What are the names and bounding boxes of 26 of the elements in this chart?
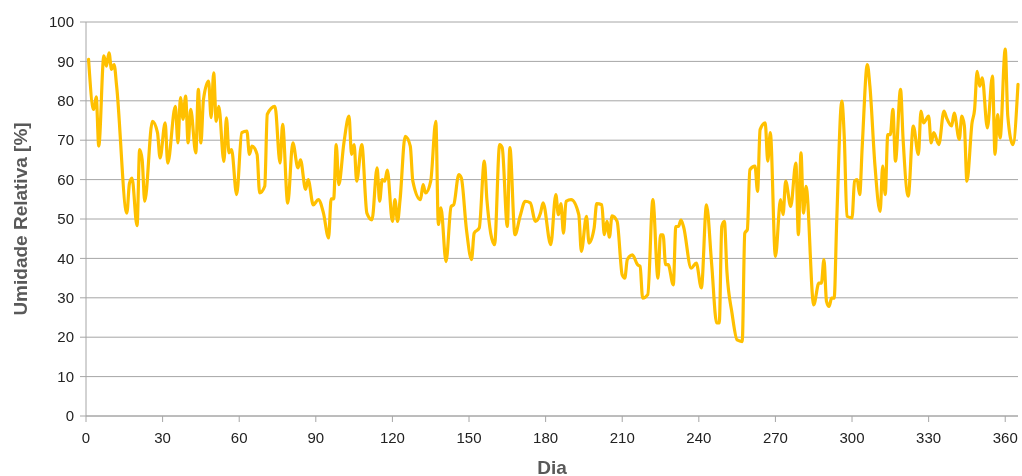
x-tick-label: 120: [379, 429, 405, 446]
y-tick-label: 90: [57, 52, 74, 70]
x-tick-label: 0: [81, 429, 91, 446]
y-tick-label: 50: [57, 210, 74, 228]
x-tick-label: 360: [992, 429, 1018, 446]
y-tick-label: 20: [57, 328, 74, 346]
y-tick-label: 100: [48, 13, 74, 31]
y-tick-label: 60: [57, 170, 74, 188]
x-tick-label: 150: [456, 429, 482, 446]
y-tick-label: 40: [57, 249, 74, 267]
y-tick-label: 30: [57, 289, 74, 307]
x-tick-label: 180: [533, 429, 559, 446]
y-tick-label: 80: [57, 92, 74, 110]
y-tick-label: 0: [65, 407, 74, 425]
x-tick-label: 90: [307, 429, 325, 446]
y-tick-label: 70: [57, 131, 74, 149]
x-tick-label: 30: [154, 429, 171, 446]
y-axis-title: Umidade Relativa [%]: [10, 122, 31, 316]
x-tick-label: 240: [686, 429, 712, 446]
x-tick-label: 270: [762, 429, 788, 446]
x-tick-label: 60: [230, 429, 248, 446]
x-tick-label: 330: [916, 429, 942, 446]
y-tick-label: 10: [57, 367, 74, 385]
x-tick-label: 300: [839, 429, 865, 446]
x-tick-label: 210: [609, 429, 635, 446]
x-axis-title: Dia: [537, 457, 568, 476]
